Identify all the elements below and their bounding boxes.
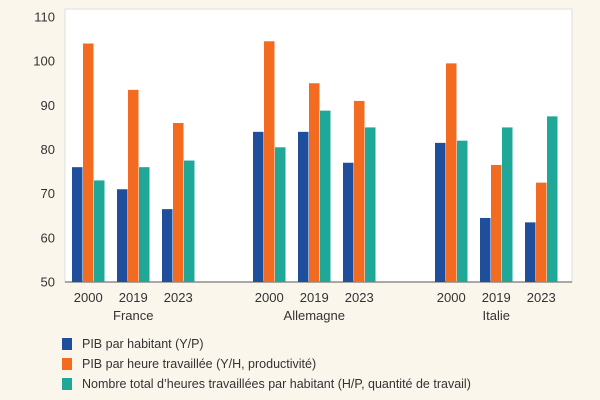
bar-italie-2023-yh xyxy=(536,182,547,282)
x-tick-label-france-2023: 2023 xyxy=(164,290,193,305)
bar-allemagne-2000-yh xyxy=(264,41,275,282)
x-tick-label-italie-2023: 2023 xyxy=(527,290,556,305)
x-tick-label-italie-2019: 2019 xyxy=(482,290,511,305)
legend-swatch-yp xyxy=(62,338,72,350)
bar-france-2023-hp xyxy=(184,160,195,282)
bar-france-2023-yp xyxy=(162,209,173,282)
bar-italie-2019-yh xyxy=(491,164,502,282)
bar-allemagne-2000-hp xyxy=(275,147,286,282)
y-tick-label-80: 80 xyxy=(41,142,55,157)
legend-item-yp: PIB par habitant (Y/P) xyxy=(62,334,471,354)
x-tick-label-allemagne-2023: 2023 xyxy=(345,290,374,305)
x-tick-label-france-2019: 2019 xyxy=(119,290,148,305)
legend-label-yp: PIB par habitant (Y/P) xyxy=(82,337,204,351)
bar-allemagne-2019-yh xyxy=(309,83,320,282)
bar-allemagne-2000-yp xyxy=(253,131,264,282)
bar-italie-2000-hp xyxy=(457,140,468,282)
y-tick-label-110: 110 xyxy=(34,10,55,25)
y-tick-label-60: 60 xyxy=(41,230,55,245)
bar-allemagne-2023-yp xyxy=(343,162,354,282)
legend-swatch-yh xyxy=(62,358,72,370)
bar-allemagne-2023-hp xyxy=(365,127,376,283)
legend-item-yh: PIB par heure travaillée (Y/H, productiv… xyxy=(62,354,471,374)
bar-france-2019-yp xyxy=(117,189,128,282)
x-tick-label-italie-2000: 2000 xyxy=(437,290,466,305)
legend-swatch-hp xyxy=(62,378,72,390)
bar-france-2019-yh xyxy=(128,89,139,282)
y-tick-label-70: 70 xyxy=(41,186,55,201)
bar-france-2023-yh xyxy=(173,123,184,282)
legend-label-hp: Nombre total d’heures travaillées par ha… xyxy=(82,377,471,391)
bar-france-2000-yp xyxy=(72,167,83,282)
group-label-france: France xyxy=(113,308,153,323)
x-tick-label-france-2000: 2000 xyxy=(74,290,103,305)
bar-france-2000-hp xyxy=(94,180,105,282)
bar-italie-2019-hp xyxy=(502,127,513,283)
bar-allemagne-2019-yp xyxy=(298,131,309,282)
bar-allemagne-2023-yh xyxy=(354,100,365,283)
bar-france-2000-yh xyxy=(83,43,94,282)
bar-france-2019-hp xyxy=(139,167,150,282)
x-tick-label-allemagne-2019: 2019 xyxy=(300,290,329,305)
legend-label-yh: PIB par heure travaillée (Y/H, productiv… xyxy=(82,357,317,371)
legend: PIB par habitant (Y/P) PIB par heure tra… xyxy=(62,334,471,394)
bar-italie-2000-yp xyxy=(435,142,446,282)
group-label-italie: Italie xyxy=(483,308,510,323)
bar-italie-2000-yh xyxy=(446,63,457,282)
group-label-allemagne: Allemagne xyxy=(284,308,345,323)
bar-italie-2023-yp xyxy=(525,222,536,282)
legend-item-hp: Nombre total d’heures travaillées par ha… xyxy=(62,374,471,394)
x-tick-label-allemagne-2000: 2000 xyxy=(255,290,284,305)
bar-italie-2023-hp xyxy=(547,116,558,282)
bar-italie-2019-yp xyxy=(480,217,491,282)
y-tick-label-50: 50 xyxy=(41,275,55,290)
bar-allemagne-2019-hp xyxy=(320,110,331,282)
y-tick-label-90: 90 xyxy=(41,98,55,113)
y-tick-label-100: 100 xyxy=(33,54,55,69)
